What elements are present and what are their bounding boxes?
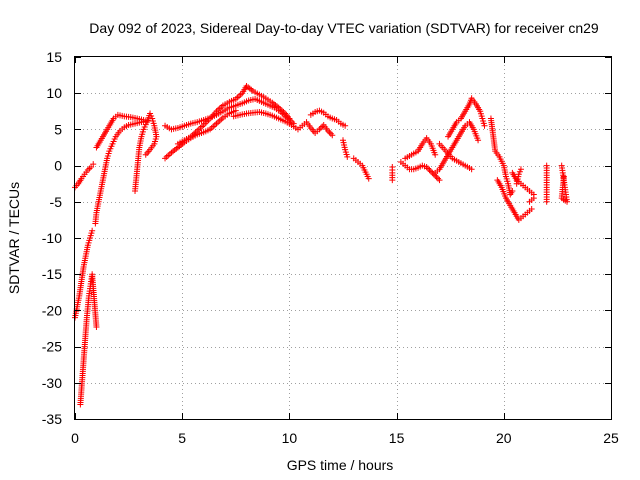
series-arc-27 <box>558 162 571 205</box>
y-tick-label: 0 <box>54 158 62 174</box>
y-tick-label: -20 <box>42 302 62 318</box>
data-point <box>142 151 149 158</box>
data-point <box>324 127 331 134</box>
data-point <box>432 151 439 158</box>
data-point <box>515 171 522 178</box>
series-arc-11 <box>294 119 336 139</box>
series-arc-26 <box>543 162 550 205</box>
series-arc-22 <box>494 177 535 223</box>
series-arc-14 <box>350 155 372 182</box>
series-arc-1 <box>72 161 97 191</box>
series-arc-23 <box>509 169 537 198</box>
series-arc-25 <box>526 195 537 205</box>
series-arc-10 <box>230 109 299 131</box>
plot-frame <box>74 56 612 420</box>
x-tick-label: 20 <box>496 430 512 446</box>
y-tick-label: 5 <box>54 121 62 137</box>
y-tick-label: 10 <box>46 85 62 101</box>
grid <box>75 57 611 419</box>
data-point <box>425 165 432 172</box>
y-tick-label: -5 <box>50 194 63 210</box>
data-point <box>148 113 155 120</box>
data-point <box>475 137 482 144</box>
data-point <box>327 130 334 137</box>
y-tick-label: -10 <box>42 230 62 246</box>
data-point <box>286 115 293 122</box>
data-point <box>436 177 443 184</box>
data-point <box>528 206 535 213</box>
data-point <box>316 126 323 133</box>
data-point <box>560 173 567 180</box>
x-tick-label: 5 <box>178 430 186 446</box>
axis-ticks: 0 5 10 15 20 25 -35 -30 -25 -20 -15 -10 -5 0 5 10 15 <box>42 49 619 446</box>
series-arc-18 <box>432 119 482 176</box>
data-point <box>517 166 524 173</box>
data-point <box>430 171 437 178</box>
data-point <box>468 166 475 173</box>
series-arc-21 <box>487 115 516 198</box>
data-point <box>481 122 488 129</box>
data-point <box>329 132 336 139</box>
series-arc-8 <box>162 107 239 162</box>
series-arc-5 <box>93 111 147 151</box>
series-arc-6 <box>132 110 160 194</box>
data-point <box>147 110 154 117</box>
data-point <box>509 187 516 194</box>
data-point <box>435 175 442 182</box>
data-point <box>516 168 523 175</box>
x-axis-label: GPS time / hours <box>287 457 394 473</box>
data-point <box>342 122 349 129</box>
y-axis-label: SDTVAR / TECUs <box>6 182 22 294</box>
y-tick-label: -25 <box>42 339 62 355</box>
series-arc-17 <box>402 135 439 162</box>
plot-points <box>72 82 571 408</box>
x-tick-label: 10 <box>282 430 298 446</box>
data-point <box>543 198 550 205</box>
data-point <box>433 174 440 181</box>
series-arc-24 <box>513 166 524 187</box>
series-arc-3 <box>77 271 100 408</box>
series-arc-12 <box>307 107 349 129</box>
x-tick-label: 25 <box>603 430 619 446</box>
y-tick-label: 15 <box>46 49 62 65</box>
data-point <box>326 129 333 136</box>
series-arc-9 <box>174 82 293 147</box>
series-arc-15 <box>389 164 396 184</box>
data-point <box>365 175 372 182</box>
series-arc-19 <box>445 95 488 140</box>
series-arc-16 <box>397 158 443 184</box>
data-point <box>389 177 396 184</box>
data-point <box>89 227 96 234</box>
data-point <box>317 124 324 131</box>
data-point <box>90 161 97 168</box>
x-tick-label: 0 <box>71 430 79 446</box>
data-point <box>423 164 430 171</box>
data-point <box>232 107 239 114</box>
chart-title: Day 092 of 2023, Sidereal Day-to-day VTE… <box>89 20 599 36</box>
data-point <box>427 168 434 175</box>
data-point <box>426 166 433 173</box>
data-point <box>93 324 100 331</box>
y-tick-label: -35 <box>42 411 62 427</box>
data-point <box>344 153 351 160</box>
x-tick-label: 15 <box>389 430 405 446</box>
y-tick-label: -30 <box>42 375 62 391</box>
data-point <box>530 195 537 202</box>
series-arc-20 <box>436 140 475 173</box>
series-arc-13 <box>340 137 351 160</box>
y-tick-label: -15 <box>42 266 62 282</box>
